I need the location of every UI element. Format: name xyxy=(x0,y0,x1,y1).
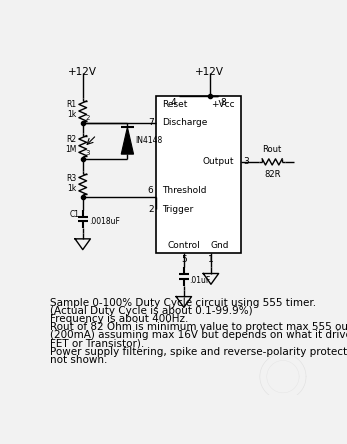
Text: R2: R2 xyxy=(67,135,77,144)
Text: Output: Output xyxy=(203,158,235,166)
Text: Threshold: Threshold xyxy=(162,186,206,195)
Text: (Actual Duty Cycle is about 0.1-99.9%): (Actual Duty Cycle is about 0.1-99.9%) xyxy=(50,306,253,316)
Text: 2: 2 xyxy=(85,115,90,121)
Text: FET or Transistor).: FET or Transistor). xyxy=(50,339,145,349)
Text: Power supply filtering, spike and reverse-polarity protection is: Power supply filtering, spike and revers… xyxy=(50,347,347,357)
Text: 6: 6 xyxy=(148,186,154,195)
Text: Reset: Reset xyxy=(162,100,187,109)
Text: 1k: 1k xyxy=(67,183,77,193)
Text: 82R: 82R xyxy=(264,170,280,178)
Text: 1k: 1k xyxy=(67,111,77,119)
Text: +12V: +12V xyxy=(195,67,224,77)
Text: Discharge: Discharge xyxy=(162,118,208,127)
Text: 4: 4 xyxy=(171,98,177,107)
Text: not shown.: not shown. xyxy=(50,355,108,365)
Text: Control: Control xyxy=(168,241,200,250)
Text: (200mA) assuming max 16V but depends on what it drives (eg: (200mA) assuming max 16V but depends on … xyxy=(50,330,347,341)
Text: Sample 0-100% Duty Cycle circuit using 555 timer.: Sample 0-100% Duty Cycle circuit using 5… xyxy=(50,298,316,308)
Text: .01uF: .01uF xyxy=(189,276,211,285)
Text: 8: 8 xyxy=(220,98,226,107)
Text: 1: 1 xyxy=(208,255,214,264)
Text: Frequency is about 400Hz.: Frequency is about 400Hz. xyxy=(50,314,189,324)
Text: 7: 7 xyxy=(148,118,154,127)
Text: 2: 2 xyxy=(148,205,154,214)
Text: R1: R1 xyxy=(67,100,77,109)
Text: 3: 3 xyxy=(243,158,249,166)
Polygon shape xyxy=(121,127,134,154)
Text: R3: R3 xyxy=(66,174,77,182)
Text: +Vcc: +Vcc xyxy=(211,100,235,109)
Text: 1M: 1M xyxy=(65,145,77,154)
Text: C1: C1 xyxy=(70,210,80,219)
Text: Trigger: Trigger xyxy=(162,205,193,214)
Text: .0018uF: .0018uF xyxy=(89,217,120,226)
Text: IN4148: IN4148 xyxy=(135,136,162,145)
Text: +12V: +12V xyxy=(68,67,97,77)
Text: 3: 3 xyxy=(86,151,90,156)
Text: Rout of 82 Ohm is minimum value to protect max 555 output: Rout of 82 Ohm is minimum value to prote… xyxy=(50,322,347,333)
Text: Gnd: Gnd xyxy=(211,241,229,250)
Bar xyxy=(156,95,240,254)
Text: 5: 5 xyxy=(181,255,187,264)
Text: Rout: Rout xyxy=(263,145,282,154)
